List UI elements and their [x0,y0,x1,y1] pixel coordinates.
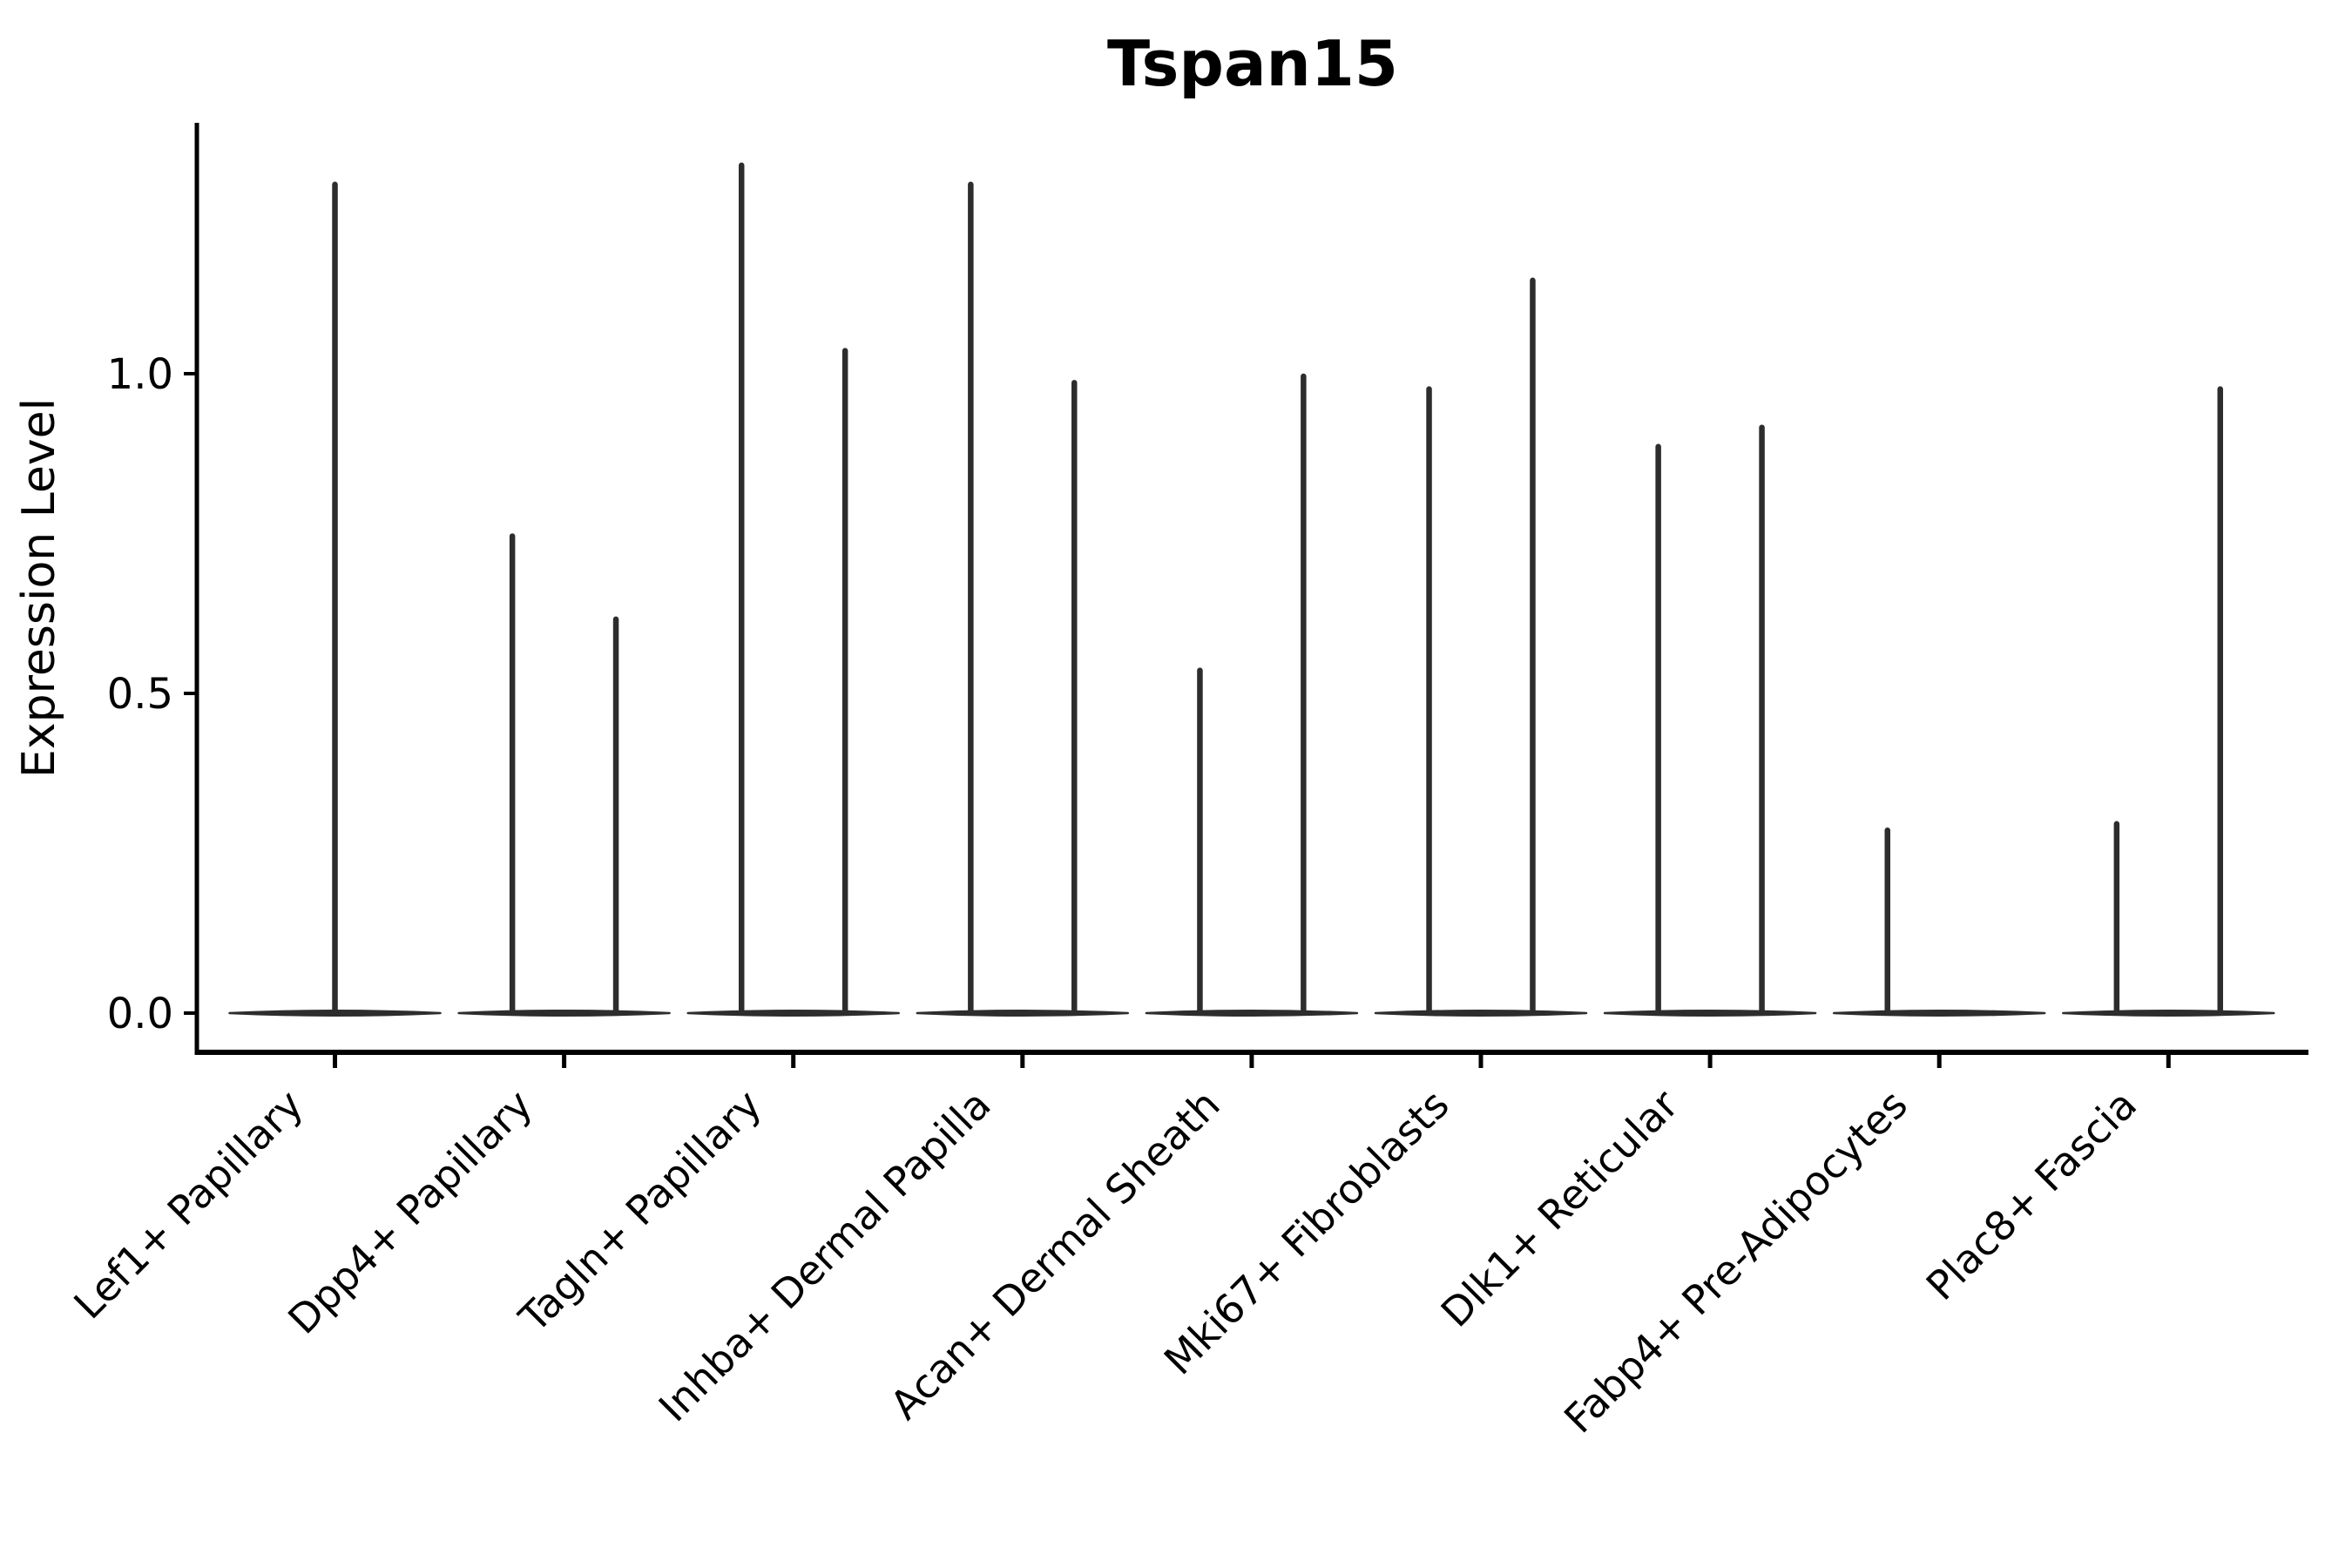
x-tick-label: Tagln+ Papillary [510,1081,771,1342]
violin-base [1603,1010,1817,1017]
chart-title: Tspan15 [1107,27,1398,100]
violin-base [2062,1010,2275,1017]
y-tick-label: 1.0 [107,350,173,399]
violin-6 [1374,277,1588,1017]
y-tick-label: 0.5 [107,670,173,719]
violin-5 [1145,373,1359,1017]
violin-2 [457,533,671,1017]
violin-base [916,1010,1130,1017]
violin-4 [916,181,1130,1017]
y-axis-ticks: 0.0 0.5 1.0 [107,350,197,1038]
violin-8 [1832,827,2046,1017]
violin-3 [686,162,900,1017]
violin-7 [1603,424,1817,1017]
violins-layer [228,162,2275,1017]
x-tick-label: Plac8+ Fascia [1917,1081,2146,1309]
x-tick-label: Dpp4+ Papillary [279,1081,541,1343]
violin-base [1374,1010,1588,1017]
violin-9 [2062,386,2275,1017]
y-axis-label: Expression Level [13,398,65,778]
violin-base [686,1010,900,1017]
x-tick-label: Lef1+ Papillary [64,1081,312,1328]
violin-1 [228,181,442,1017]
violin-base [1832,1010,2046,1017]
violin-base [457,1010,671,1017]
violin-base [1145,1010,1359,1017]
y-tick-label: 0.0 [107,990,173,1038]
x-tick-label: Dlk1+ Reticular [1432,1081,1687,1336]
